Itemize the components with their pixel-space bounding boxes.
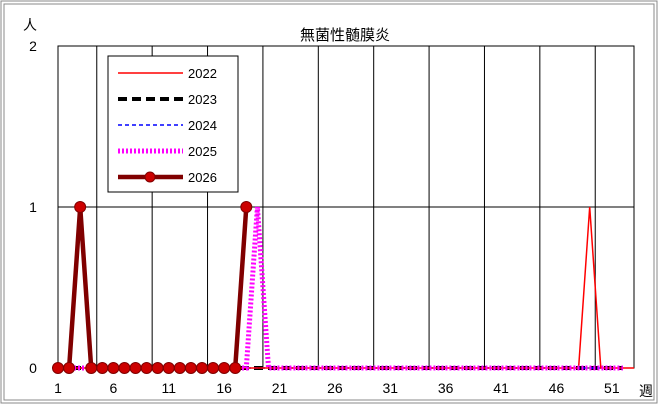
chart-inner-frame (3, 3, 655, 401)
series-layer (52, 201, 634, 374)
data-point-2026 (218, 362, 231, 374)
data-point-2026 (118, 362, 131, 374)
data-point-2026 (229, 362, 242, 374)
x-tick-label: 6 (109, 380, 117, 396)
legend-label-2022: 2022 (188, 66, 217, 81)
legend-box (107, 55, 239, 193)
data-point-2026 (151, 362, 164, 374)
legend-label-2023: 2023 (188, 92, 217, 107)
data-point-2026 (173, 362, 186, 374)
data-point-2026 (52, 362, 64, 374)
x-tick-label: 36 (438, 380, 454, 396)
x-axis-label: 週 (639, 383, 653, 399)
data-point-2026 (85, 362, 98, 374)
data-point-2026 (207, 362, 220, 374)
data-point-2026 (196, 362, 208, 374)
chart-title: 無菌性髄膜炎 (300, 27, 390, 44)
grid-layer (57, 45, 635, 369)
data-point-2026 (107, 362, 120, 374)
legend-marker-2026 (144, 171, 156, 183)
data-point-2026 (129, 362, 142, 374)
x-tick-label: 16 (216, 380, 232, 396)
data-point-2026 (63, 362, 76, 374)
data-point-2026 (74, 201, 87, 213)
x-tick-label: 1 (54, 380, 62, 396)
x-tick-label: 26 (327, 380, 343, 396)
legend-label-2025: 2025 (188, 144, 217, 159)
y-tick-label: 1 (29, 199, 37, 215)
legend: 2022 2023 2024 2025 2026 (107, 55, 239, 193)
x-tick-label: 21 (272, 380, 288, 396)
data-point-2026 (96, 362, 109, 374)
data-point-2026 (184, 362, 197, 374)
x-tick-label: 51 (604, 380, 620, 396)
y-axis-label: 人 (23, 17, 37, 33)
x-tick-label: 31 (383, 380, 399, 396)
y-tick-label: 2 (29, 38, 37, 54)
data-point-2026 (140, 362, 153, 374)
legend-label-2026: 2026 (188, 170, 217, 185)
x-tick-label: 11 (161, 380, 176, 396)
data-point-2026 (240, 201, 253, 213)
legend-label-2024: 2024 (188, 118, 217, 133)
x-tick-label: 46 (549, 380, 565, 396)
x-tick-label: 41 (493, 380, 509, 396)
data-point-2026 (162, 362, 175, 374)
y-tick-label: 0 (29, 360, 37, 376)
